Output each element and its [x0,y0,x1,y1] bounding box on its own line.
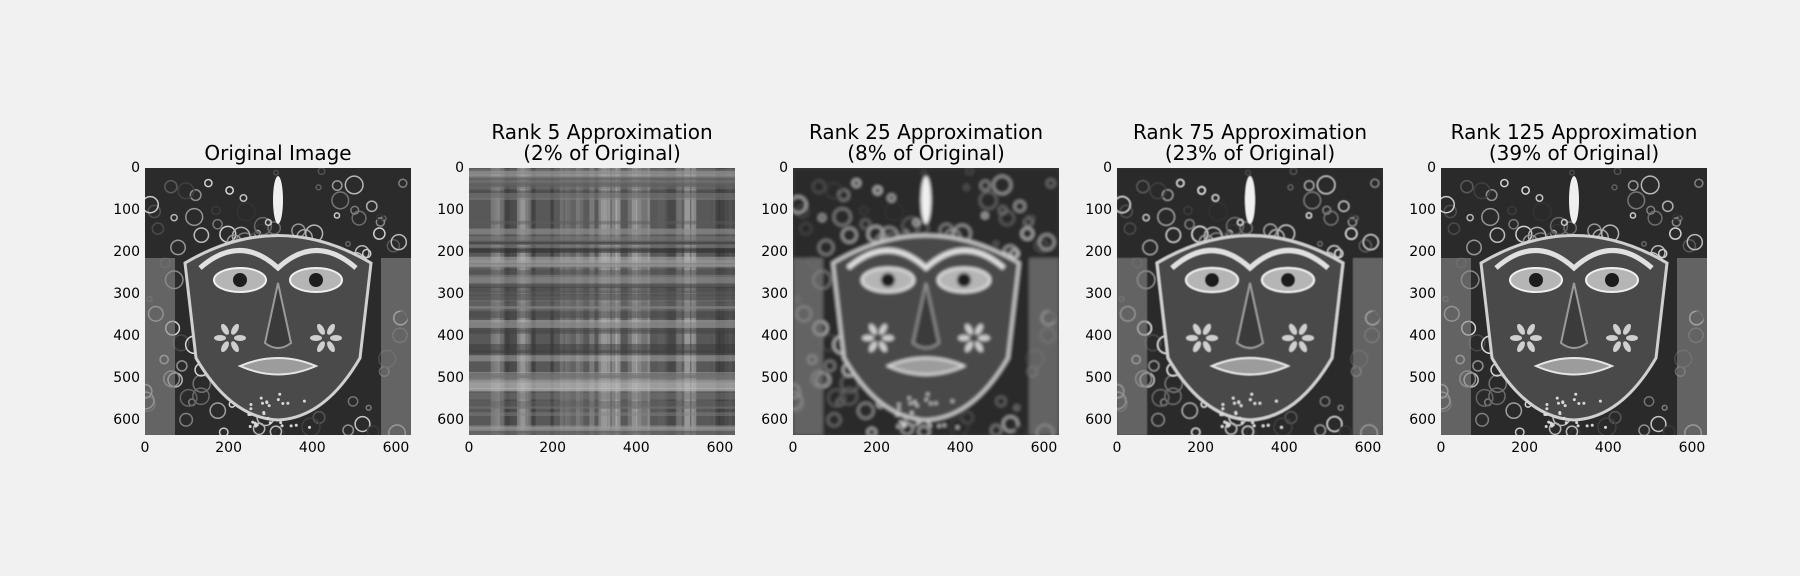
y-tick-label: 500 [1085,369,1112,386]
grayscale-image [145,168,411,435]
y-tick-label: 300 [1085,285,1112,302]
image-plot [145,168,411,435]
panel-title: Original Image [204,141,352,165]
y-tick-label: 0 [1427,160,1436,176]
x-tick-label: 600 [1354,440,1382,456]
y-tick-label: 100 [1409,201,1436,218]
y-tick-label: 100 [437,201,464,218]
y-tick-label: 600 [437,411,464,428]
image-plot [1117,168,1383,435]
grayscale-image [793,168,1059,435]
y-tick-label: 0 [1103,160,1112,176]
panel-rank-25: Rank 25 Approximation (8% of Original) 0 1… [733,0,1063,576]
x-tick-label: 200 [539,440,566,456]
x-tick-label: 400 [298,440,326,456]
x-tick-label: 0 [1436,440,1446,456]
y-tick-label: 300 [113,285,140,302]
panel-rank-75: Rank 75 Approximation (23% of Original) 0… [1057,0,1387,576]
x-tick-label: 0 [1112,440,1122,456]
y-tick-label: 600 [1409,411,1436,428]
y-tick-label: 300 [761,285,788,302]
panel-title: Rank 125 Approximation (39% of Original) [1450,120,1698,165]
y-tick-label: 400 [1409,327,1436,344]
panel-rank-5: Rank 5 Approximation (2% of Original) 0 10… [409,0,739,576]
y-tick-label: 600 [761,411,788,428]
grayscale-image [1441,168,1707,435]
x-tick-label: 600 [1030,440,1058,456]
panel-title: Rank 25 Approximation (8% of Original) [808,120,1044,165]
image-plot [469,168,735,435]
x-tick-label: 0 [788,440,798,456]
y-tick-label: 500 [1409,369,1436,386]
x-tick-label: 600 [382,440,410,456]
y-tick-label: 0 [779,160,788,176]
panel-title: Rank 75 Approximation (23% of Original) [1132,120,1368,165]
x-tick-label: 0 [464,440,474,456]
panel-original: Original Image 0 100 200 300 400 500 600 0 200 400… [85,0,415,576]
y-tick-label: 0 [131,160,140,176]
x-tick-label: 200 [1511,440,1538,456]
y-tick-label: 400 [761,327,788,344]
y-tick-label: 200 [1409,243,1436,260]
y-tick-label: 100 [113,201,140,218]
y-tick-label: 600 [1085,411,1112,428]
y-tick-label: 200 [113,243,140,260]
y-tick-label: 300 [1409,285,1436,302]
y-tick-label: 0 [455,160,464,176]
x-tick-label: 400 [622,440,650,456]
y-tick-label: 500 [761,369,788,386]
y-tick-label: 400 [113,327,140,344]
x-tick-label: 0 [140,440,150,456]
y-tick-label: 100 [761,201,788,218]
y-tick-label: 200 [1085,243,1112,260]
x-tick-label: 600 [1678,440,1706,456]
y-tick-label: 100 [1085,201,1112,218]
x-tick-label: 200 [863,440,890,456]
x-tick-label: 400 [946,440,974,456]
x-tick-label: 200 [215,440,242,456]
y-tick-label: 200 [761,243,788,260]
y-tick-label: 300 [437,285,464,302]
x-tick-label: 400 [1594,440,1622,456]
panel-title: Rank 5 Approximation (2% of Original) [491,120,713,165]
grayscale-image [1117,168,1383,435]
x-tick-label: 200 [1187,440,1214,456]
y-tick-label: 600 [113,411,140,428]
y-tick-label: 400 [1085,327,1112,344]
grayscale-image [469,168,735,435]
panel-rank-125: Rank 125 Approximation (39% of Original)… [1381,0,1711,576]
y-tick-label: 400 [437,327,464,344]
y-tick-label: 200 [437,243,464,260]
y-tick-label: 500 [113,369,140,386]
image-plot [793,168,1059,435]
image-plot [1441,168,1707,435]
x-tick-label: 400 [1270,440,1298,456]
x-tick-label: 600 [706,440,734,456]
y-tick-label: 500 [437,369,464,386]
